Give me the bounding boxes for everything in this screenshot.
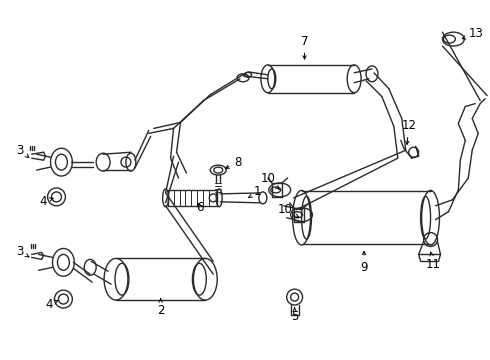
Text: 13: 13 [463, 27, 484, 40]
Text: 8: 8 [225, 156, 242, 168]
Text: 1: 1 [249, 185, 262, 198]
Text: 3: 3 [16, 245, 29, 258]
Text: 4: 4 [46, 297, 59, 311]
Text: 2: 2 [157, 299, 165, 318]
Text: 6: 6 [196, 201, 204, 214]
Text: 7: 7 [301, 35, 308, 59]
Text: 12: 12 [401, 119, 416, 144]
Text: 3: 3 [16, 144, 29, 158]
Text: 4: 4 [40, 195, 53, 208]
Text: 9: 9 [360, 251, 368, 274]
Text: 5: 5 [291, 307, 298, 323]
Text: 10: 10 [277, 203, 298, 217]
Text: 11: 11 [426, 252, 441, 271]
Text: 10: 10 [260, 171, 279, 189]
